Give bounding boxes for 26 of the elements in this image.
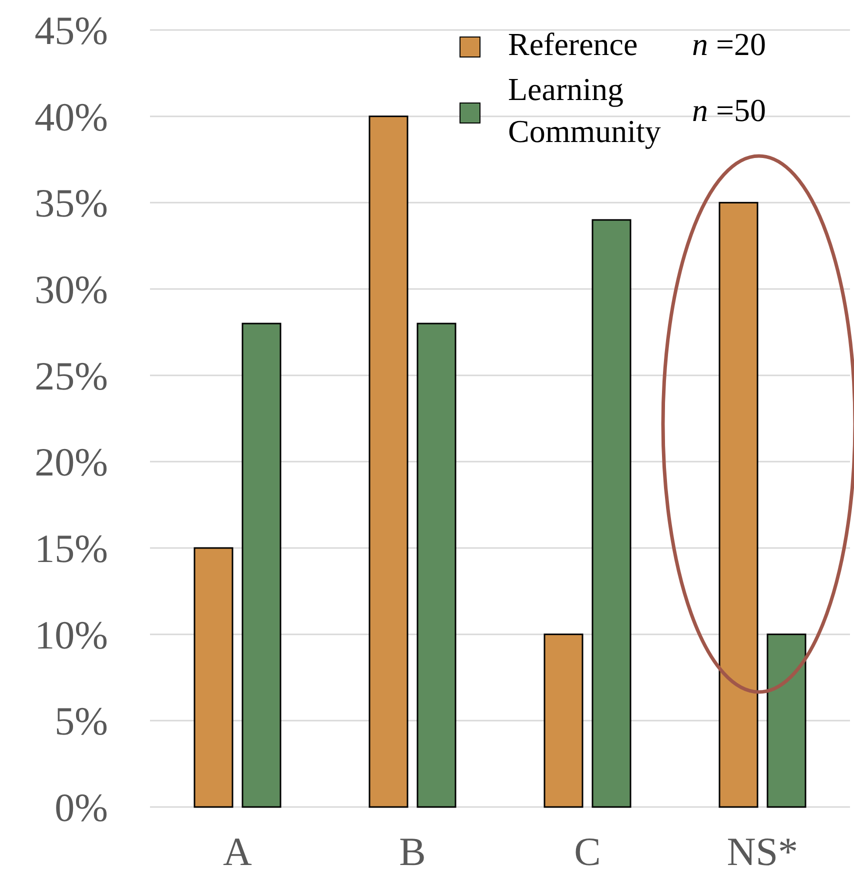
x-tick-label: B bbox=[399, 829, 426, 874]
bar bbox=[718, 202, 758, 808]
legend-label: Reference bbox=[508, 26, 638, 62]
bar bbox=[242, 322, 282, 808]
y-tick-label: 0% bbox=[54, 785, 108, 830]
y-tick-label: 20% bbox=[34, 440, 108, 485]
y-tick-label: 45% bbox=[34, 8, 108, 53]
bar bbox=[368, 116, 408, 808]
x-tick-label: C bbox=[574, 829, 601, 874]
bar bbox=[194, 547, 234, 808]
y-tick-label: 5% bbox=[54, 698, 108, 744]
annotation: n =20 bbox=[692, 26, 766, 62]
bar bbox=[592, 219, 632, 808]
bar bbox=[544, 634, 584, 808]
y-tick-label: 40% bbox=[34, 94, 108, 140]
x-tick-label: A bbox=[223, 829, 252, 874]
y-tick-label: 30% bbox=[34, 267, 108, 312]
y-tick-label: 25% bbox=[34, 353, 108, 398]
bar bbox=[416, 322, 456, 808]
y-tick-label: 15% bbox=[34, 526, 108, 571]
bar bbox=[766, 634, 806, 808]
y-tick-label: 10% bbox=[34, 612, 108, 658]
legend-label: Learning Community bbox=[508, 71, 661, 149]
x-tick-label: NS* bbox=[726, 829, 798, 874]
annotation: n =50 bbox=[692, 92, 766, 128]
y-tick-label: 35% bbox=[34, 180, 108, 226]
